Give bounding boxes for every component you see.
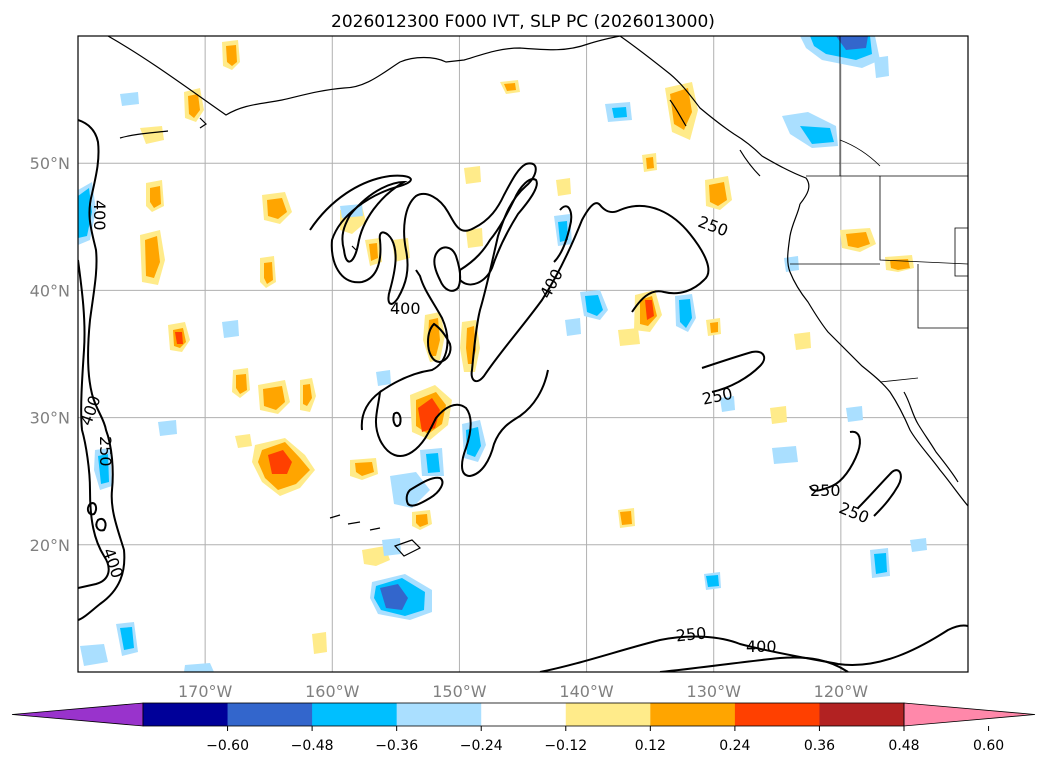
contour-labels: 400 400 250 250 250 400 400 250 250 250 …	[78, 200, 872, 656]
colorbar-tick-label: 0.12	[635, 738, 666, 754]
colorbar-extend-high	[903, 702, 1036, 727]
ivt-contours	[78, 119, 968, 672]
colorbar-segment	[312, 703, 398, 726]
map-area: 400 400 250 250 250 400 400 250 250 250 …	[78, 36, 968, 672]
contour-label: 250	[810, 481, 841, 500]
gridlines	[78, 36, 968, 672]
lat-tick-label: 20°N	[30, 536, 70, 555]
colorbar-extend-low	[11, 702, 144, 727]
contour-label: 400	[90, 200, 109, 231]
colorbar-segment	[227, 703, 313, 726]
colorbar-segment	[819, 703, 905, 726]
colorbar-tick-label: −0.36	[375, 738, 418, 754]
axis-tick-labels: 170°W 160°W 150°W 140°W 130°W 120°W 20°N 30°N 40…	[30, 154, 869, 701]
figure-title: 2026012300 F000 IVT, SLP PC (2026013000)	[331, 12, 715, 32]
colorbar-segment	[650, 703, 736, 726]
lon-tick-label: 120°W	[814, 682, 869, 701]
colorbar-tick-label: 0.60	[973, 738, 1004, 754]
lon-tick-label: 170°W	[178, 682, 233, 701]
lon-tick-label: 160°W	[305, 682, 360, 701]
coastlines	[107, 36, 968, 557]
colorbar-segment	[565, 703, 651, 726]
colorbar-segment	[396, 703, 482, 726]
lat-tick-label: 40°N	[30, 281, 70, 300]
positive-anomaly	[140, 40, 914, 654]
lon-tick-label: 150°W	[432, 682, 487, 701]
colorbar-segment	[734, 703, 820, 726]
ivt-shading	[78, 36, 927, 672]
lat-tick-label: 30°N	[30, 409, 70, 428]
contour-label: 400	[746, 637, 777, 656]
lon-tick-label: 140°W	[559, 682, 614, 701]
colorbar-tick-label: −0.12	[544, 738, 587, 754]
contour-label: 400	[390, 299, 421, 318]
contour-label: 250	[675, 623, 707, 645]
colorbar-segment	[481, 703, 567, 726]
colorbar-frame	[142, 702, 905, 727]
lon-tick-label: 130°W	[687, 682, 742, 701]
colorbar-tick-label: −0.60	[206, 738, 249, 754]
colorbar-tick-label: 0.24	[719, 738, 750, 754]
colorbar-tick-label: −0.48	[291, 738, 334, 754]
map-frame	[77, 35, 969, 673]
colorbar-tick-label: −0.24	[460, 738, 503, 754]
lat-tick-label: 50°N	[30, 154, 70, 173]
negative-anomaly	[78, 36, 927, 672]
colorbar-tick-label: 0.36	[804, 738, 835, 754]
colorbar-segment	[143, 703, 229, 726]
colorbar: −0.60 −0.48 −0.36 −0.24 −0.12 0.12 0.24 0.36 0.4…	[11, 702, 1036, 754]
colorbar-tick-label: 0.48	[888, 738, 919, 754]
contour-label: 250	[96, 436, 115, 467]
